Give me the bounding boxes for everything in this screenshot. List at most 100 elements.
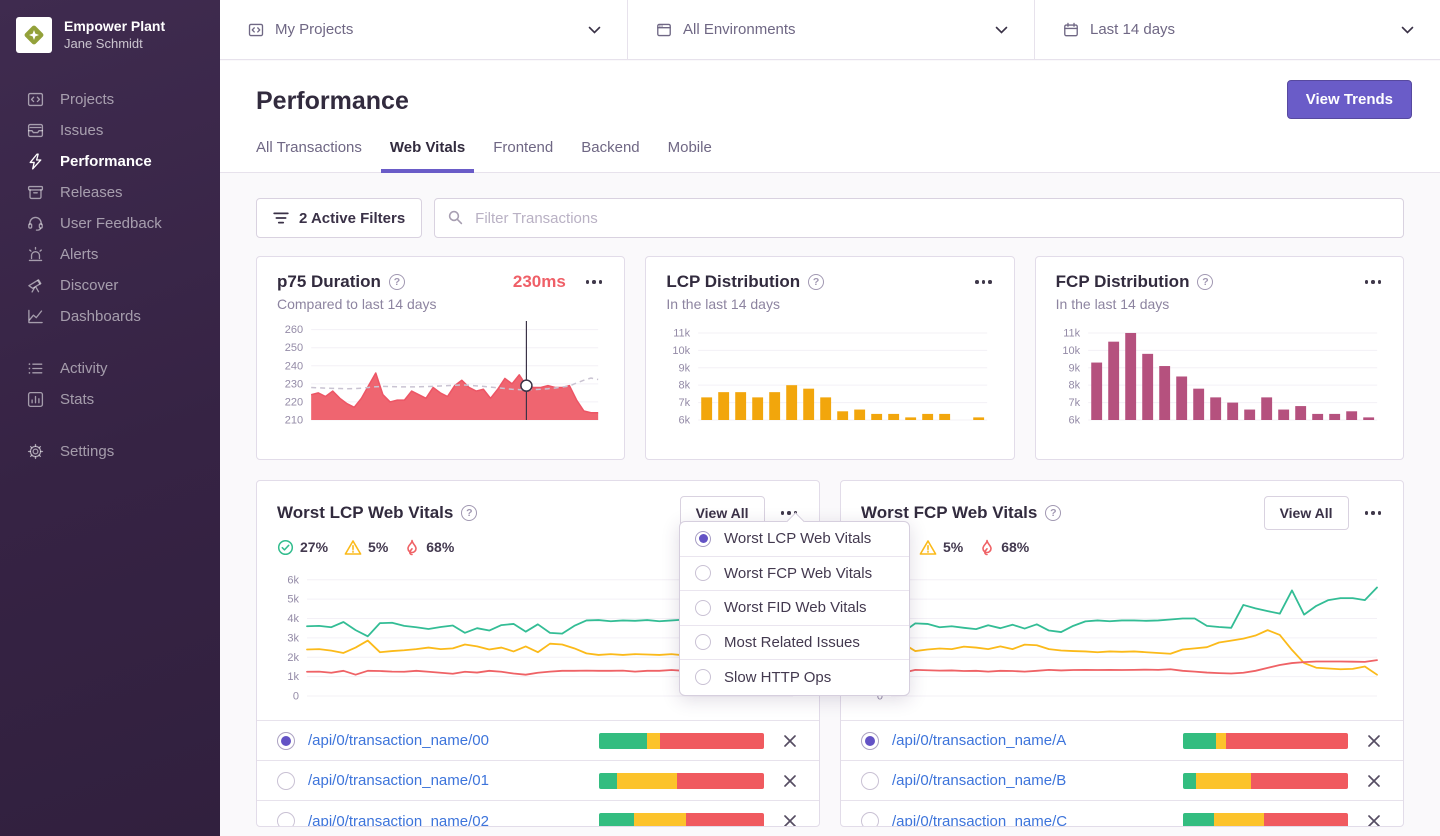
close-icon[interactable]	[1365, 812, 1383, 826]
warning-triangle-icon	[344, 539, 362, 555]
fcp-distribution-card: FCP Distribution In the last 14 days 11k…	[1034, 256, 1404, 460]
lcp-distribution-chart[interactable]: 11k 10k 9k 8k 7k 6k	[666, 318, 993, 436]
sidebar-item-activity[interactable]: Activity	[0, 353, 220, 384]
flame-icon	[407, 539, 418, 555]
sidebar-item-performance[interactable]: Performance	[0, 146, 220, 177]
warning-triangle-icon	[919, 539, 937, 555]
transaction-row[interactable]: /api/0/transaction_name/01	[257, 761, 819, 801]
svg-text:10k: 10k	[673, 345, 691, 357]
transaction-row[interactable]: /api/0/transaction_name/C	[841, 801, 1403, 827]
help-icon[interactable]	[808, 274, 825, 290]
svg-text:7k: 7k	[1068, 397, 1080, 409]
transaction-row[interactable]: /api/0/transaction_name/A	[841, 721, 1403, 761]
radio-button[interactable]	[695, 565, 711, 582]
tab-frontend[interactable]: Frontend	[493, 139, 554, 156]
close-icon[interactable]	[781, 812, 799, 826]
more-options-icon[interactable]	[973, 276, 994, 288]
more-options-icon[interactable]	[1363, 276, 1384, 288]
sidebar-item-stats[interactable]: Stats	[0, 384, 220, 415]
transaction-row[interactable]: /api/0/transaction_name/00	[257, 721, 819, 761]
org-logo	[16, 17, 52, 53]
sidebar-item-projects[interactable]: Projects	[0, 84, 220, 115]
org-switcher[interactable]: Empower Plant Jane Schmidt	[0, 0, 220, 68]
transaction-link[interactable]: /api/0/transaction_name/B	[892, 772, 1067, 789]
transaction-link[interactable]: /api/0/transaction_name/02	[308, 812, 489, 827]
dropdown-item-most-related-issues[interactable]: Most Related Issues	[680, 626, 909, 660]
svg-text:8k: 8k	[679, 380, 691, 392]
sidebar-item-settings[interactable]: Settings	[0, 436, 220, 467]
tab-mobile[interactable]: Mobile	[667, 139, 712, 156]
transaction-row[interactable]: /api/0/transaction_name/02	[257, 801, 819, 827]
radio-button[interactable]	[861, 771, 879, 790]
sidebar-item-dashboards[interactable]: Dashboards	[0, 301, 220, 332]
radio-button[interactable]	[861, 731, 879, 750]
card-title: p75 Duration	[277, 272, 381, 291]
vitals-stats-row: 27% 5% 68%	[277, 536, 799, 558]
p75-duration-chart[interactable]: 260 250 240 230 220 210	[277, 318, 604, 436]
close-icon[interactable]	[1365, 732, 1383, 750]
dashboards-icon	[28, 309, 43, 324]
filter-icon	[273, 212, 289, 224]
sidebar-item-releases[interactable]: Releases	[0, 177, 220, 208]
siren-icon	[28, 246, 43, 262]
sidebar-item-label: Alerts	[60, 246, 99, 263]
svg-text:230: 230	[285, 378, 303, 390]
view-trends-button[interactable]: View Trends	[1286, 80, 1412, 119]
close-icon[interactable]	[781, 772, 799, 790]
radio-button[interactable]	[695, 634, 711, 651]
active-filters-button[interactable]: 2 Active Filters	[256, 198, 423, 238]
content-area: 2 Active Filters p75 Duration 230ms Comp…	[220, 173, 1440, 836]
meh-stat: 5%	[919, 539, 963, 556]
help-icon[interactable]	[388, 274, 405, 290]
dropdown-item-slow-http-ops[interactable]: Slow HTTP Ops	[680, 660, 909, 695]
global-filter-bar: My Projects All Environments Last 14 day…	[220, 0, 1440, 60]
sidebar-item-alerts[interactable]: Alerts	[0, 239, 220, 270]
radio-button[interactable]	[695, 599, 711, 616]
radio-button[interactable]	[695, 530, 711, 547]
radio-button[interactable]	[695, 669, 711, 686]
projects-icon	[27, 92, 44, 107]
fcp-distribution-chart[interactable]: 11k 10k 9k 8k 7k 6k	[1056, 318, 1383, 436]
tab-web-vitals[interactable]: Web Vitals	[380, 139, 475, 173]
dropdown-item-worst-lcp[interactable]: Worst LCP Web Vitals	[680, 522, 909, 557]
transaction-link[interactable]: /api/0/transaction_name/01	[308, 772, 489, 789]
dropdown-item-worst-fcp[interactable]: Worst FCP Web Vitals	[680, 557, 909, 591]
sidebar-item-user-feedback[interactable]: User Feedback	[0, 208, 220, 239]
sidebar-item-issues[interactable]: Issues	[0, 115, 220, 146]
radio-button[interactable]	[277, 771, 295, 790]
radio-button[interactable]	[277, 812, 295, 826]
transaction-link[interactable]: /api/0/transaction_name/C	[892, 812, 1068, 827]
radio-button[interactable]	[277, 731, 295, 750]
more-options-icon[interactable]	[1363, 507, 1384, 519]
dropdown-item-label: Most Related Issues	[724, 633, 860, 651]
tab-backend[interactable]: Backend	[581, 139, 640, 156]
transaction-row[interactable]: /api/0/transaction_name/B	[841, 761, 1403, 801]
sidebar-item-label: User Feedback	[60, 215, 162, 232]
date-range-selector[interactable]: Last 14 days	[1034, 0, 1440, 59]
help-icon[interactable]	[1045, 505, 1062, 521]
org-name: Empower Plant	[64, 18, 166, 35]
environment-selector[interactable]: All Environments	[627, 0, 1034, 59]
help-icon[interactable]	[461, 505, 478, 521]
view-all-button[interactable]: View All	[1263, 496, 1349, 530]
project-selector[interactable]: My Projects	[220, 0, 627, 59]
transaction-link[interactable]: /api/0/transaction_name/00	[308, 732, 489, 749]
radio-button[interactable]	[861, 812, 879, 826]
card-title: LCP Distribution	[666, 272, 801, 291]
tab-all-transactions[interactable]: All Transactions	[256, 139, 362, 156]
close-icon[interactable]	[1365, 772, 1383, 790]
lcp-distribution-card: LCP Distribution In the last 14 days 11k…	[645, 256, 1015, 460]
help-icon[interactable]	[1197, 274, 1214, 290]
transaction-list: /api/0/transaction_name/A /api/0/transac…	[841, 720, 1403, 827]
worst-lcp-chart[interactable]: 6k 5k 4k 3k 2k 1k 0	[277, 564, 799, 712]
transaction-link[interactable]: /api/0/transaction_name/A	[892, 732, 1067, 749]
svg-text:2k: 2k	[287, 652, 299, 664]
nav-group-divider	[0, 415, 220, 436]
sidebar-item-discover[interactable]: Discover	[0, 270, 220, 301]
transaction-list: /api/0/transaction_name/00 /api/0/transa…	[257, 720, 819, 827]
transaction-search-input[interactable]	[434, 198, 1404, 238]
dropdown-item-worst-fid[interactable]: Worst FID Web Vitals	[680, 591, 909, 626]
close-icon[interactable]	[781, 732, 799, 750]
more-options-icon[interactable]	[584, 276, 605, 288]
